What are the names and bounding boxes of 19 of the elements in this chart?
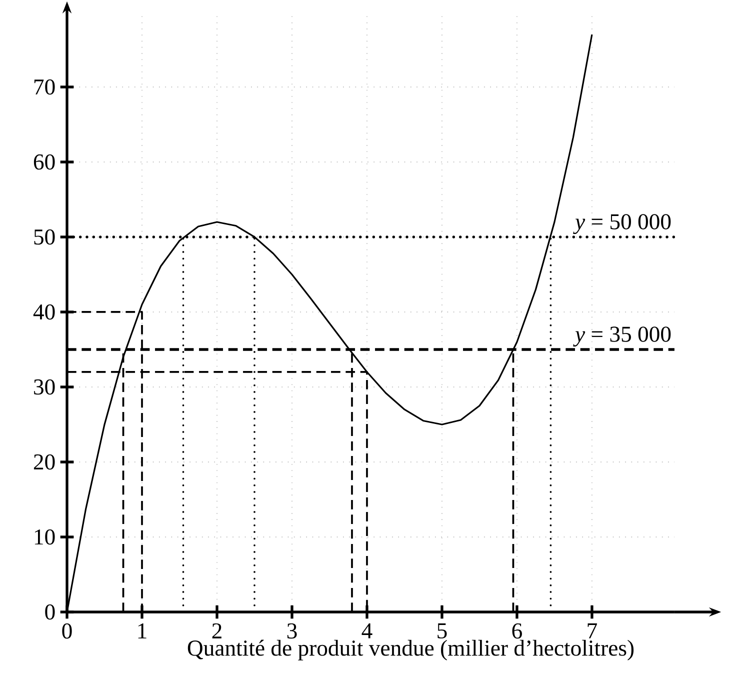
x-tick-label: 1 (138, 623, 146, 638)
x-tick-label: 5 (438, 623, 447, 638)
y-tick-label: 0 (45, 604, 55, 620)
ref-line-label: y = 35 000 (573, 326, 671, 347)
y-tick-label: 40 (33, 304, 55, 320)
y-tick-label: 30 (34, 379, 55, 395)
y-tick-label: 50 (34, 229, 55, 245)
x-axis-title: Quantité de produit vendue (millier d’hectolitres) (188, 640, 634, 660)
x-tick-label: 7 (588, 623, 597, 638)
x-tick-label: 4 (362, 623, 372, 638)
ref-line-label: y = 50 000 (573, 214, 671, 234)
y-tick-label: 10 (34, 529, 55, 545)
y-tick-label: 70 (34, 79, 55, 95)
x-tick-label: 3 (287, 623, 297, 639)
x-tick-label: 0 (62, 623, 72, 639)
y-tick-label: 60 (34, 154, 55, 170)
x-tick-label: 2 (212, 623, 222, 638)
x-tick-label: 6 (512, 623, 522, 639)
y-tick-label: 20 (34, 454, 55, 470)
